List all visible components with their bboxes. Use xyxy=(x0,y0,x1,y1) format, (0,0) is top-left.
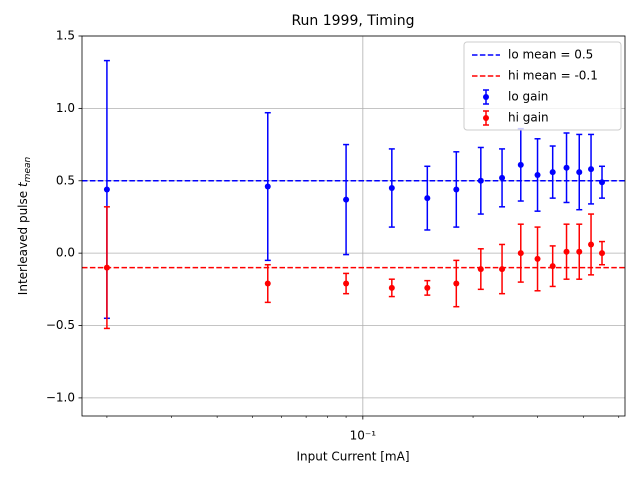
y-tick-label: 0.0 xyxy=(56,246,75,260)
marker xyxy=(103,264,110,271)
marker xyxy=(517,250,524,257)
legend-label: hi mean = -0.1 xyxy=(508,69,598,83)
y-tick-label: −1.0 xyxy=(46,390,75,404)
marker xyxy=(264,183,271,190)
x-tick-label: 10⁻¹ xyxy=(350,429,377,443)
chart-title: Run 1999, Timing xyxy=(291,13,414,29)
marker xyxy=(599,250,606,257)
legend-label: hi gain xyxy=(508,111,549,125)
marker xyxy=(534,255,541,262)
marker xyxy=(534,171,541,178)
marker xyxy=(103,186,110,193)
marker xyxy=(549,169,556,176)
marker xyxy=(588,241,595,248)
legend-label: lo mean = 0.5 xyxy=(508,48,593,62)
marker xyxy=(388,284,395,291)
y-label-text: Interleaved pulse xyxy=(16,191,30,295)
marker xyxy=(549,263,556,270)
y-label-symbol: t xyxy=(16,181,30,187)
marker xyxy=(499,266,506,273)
y-axis-label: Interleaved pulse tmean xyxy=(16,157,33,296)
y-tick-label: −0.5 xyxy=(46,318,75,332)
marker xyxy=(599,179,606,186)
marker xyxy=(563,248,570,255)
marker xyxy=(264,280,271,287)
marker xyxy=(424,195,431,202)
marker xyxy=(477,266,484,273)
y-tick-label: 1.5 xyxy=(56,29,75,43)
marker xyxy=(517,161,524,168)
marker xyxy=(563,164,570,171)
marker xyxy=(588,166,595,173)
y-tick-label: 0.5 xyxy=(56,173,75,187)
marker xyxy=(453,186,460,193)
marker xyxy=(576,169,583,176)
marker xyxy=(388,185,395,191)
marker xyxy=(477,177,484,184)
y-label-subscript: mean xyxy=(23,157,33,183)
x-axis-label: Input Current [mA] xyxy=(296,450,409,464)
marker xyxy=(576,248,583,255)
marker xyxy=(343,280,350,287)
axes-frame xyxy=(81,35,626,417)
legend-marker xyxy=(483,94,489,100)
y-tick-label: 1.0 xyxy=(56,101,75,115)
marker xyxy=(453,280,460,287)
legend-label: lo gain xyxy=(508,90,548,104)
legend-box xyxy=(463,41,622,131)
marker xyxy=(499,174,506,181)
legend-marker xyxy=(483,115,489,121)
marker xyxy=(343,196,350,203)
marker xyxy=(424,284,431,291)
